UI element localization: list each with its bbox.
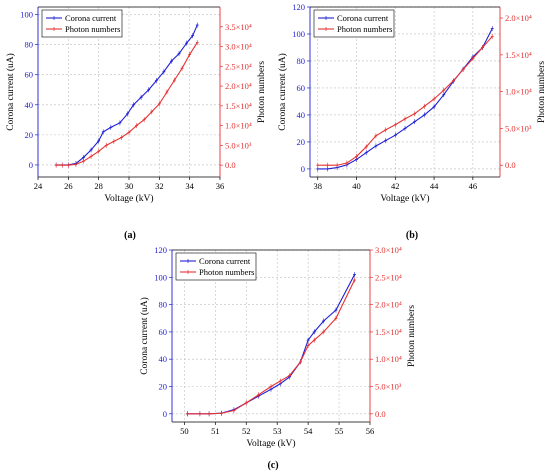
series-line-photon-numbers — [187, 279, 356, 415]
chart-b: 38 40 42 44 46 0 20 40 60 80 100 120 0.0 5.0×10³ 1.0×1… — [277, 2, 547, 241]
x-tick-label: 51 — [211, 426, 220, 436]
y2-tick-label: 5.0×10³ — [225, 140, 252, 150]
y-tick-label: 120 — [154, 245, 167, 255]
x-tick-label: 26 — [64, 181, 73, 191]
subfigure-caption: (b) — [406, 230, 418, 241]
y2-tick-label: 1.0×10⁴ — [375, 354, 402, 364]
y2-axis-label: Photon numbers — [537, 61, 547, 123]
legend-box — [41, 9, 123, 38]
x-tick-label: 34 — [185, 181, 194, 191]
x-tick-label: 44 — [430, 181, 439, 191]
x-tick-label: 30 — [125, 181, 134, 191]
y2-tick-label: 1.0×10⁴ — [505, 87, 532, 97]
x-tick-label: 56 — [366, 426, 375, 436]
y2-tick-label: 3.0×10⁴ — [225, 42, 252, 52]
x-tick-label: 53 — [273, 426, 282, 436]
y-tick-label: 40 — [25, 100, 34, 110]
y2-tick-label: 5.0×10³ — [505, 123, 532, 133]
series-line-photon-numbers — [317, 36, 493, 166]
series-line-corona-current — [317, 28, 493, 170]
y-tick-label: 80 — [25, 40, 34, 50]
y-tick-label: 20 — [297, 137, 306, 147]
y-tick-label: 80 — [297, 56, 306, 66]
y-tick-label: 40 — [297, 110, 306, 120]
y-tick-label: 60 — [297, 83, 306, 93]
y-axis-label: Corona current (uA) — [139, 297, 150, 375]
x-tick-label: 32 — [155, 181, 164, 191]
legend-box — [175, 252, 257, 281]
x-tick-label: 50 — [180, 426, 189, 436]
chart-c: 50 51 52 53 54 55 56 0 20 40 60 80 100 120 0.0 5.0×10³ 1… — [139, 245, 417, 471]
subfigure-caption: (c) — [267, 460, 278, 471]
y-tick-label: 0 — [29, 160, 33, 170]
y-axis-label: Corona current (uA) — [5, 53, 16, 131]
y-tick-label: 0 — [163, 409, 167, 419]
y2-tick-label: 1.5×10⁴ — [505, 50, 532, 60]
legend-label: Corona current — [199, 256, 251, 266]
y2-tick-label: 2.5×10⁴ — [225, 61, 252, 71]
x-tick-label: 28 — [94, 181, 103, 191]
legend-label: Photon numbers — [199, 267, 255, 277]
y2-tick-label: 3.5×10⁴ — [225, 22, 252, 32]
y-tick-label: 20 — [159, 382, 168, 392]
legend-box — [313, 9, 395, 38]
y-tick-label: 60 — [159, 327, 168, 337]
series-line-corona-current — [187, 274, 356, 415]
y-tick-label: 100 — [20, 10, 33, 20]
y-tick-label: 120 — [292, 2, 305, 12]
x-tick-label: 24 — [34, 181, 43, 191]
legend-label: Corona current — [337, 13, 389, 23]
x-axis-label: Voltage (kV) — [104, 193, 153, 204]
y2-tick-label: 2.5×10⁴ — [375, 272, 402, 282]
x-tick-label: 40 — [352, 181, 361, 191]
x-tick-label: 46 — [469, 181, 478, 191]
y2-tick-label: 0.0 — [505, 160, 516, 170]
y2-axis-label: Photon numbers — [407, 305, 417, 367]
y-tick-label: 40 — [159, 354, 168, 364]
x-tick-label: 52 — [242, 426, 251, 436]
y2-tick-label: 1.5×10⁴ — [375, 327, 402, 337]
y2-tick-label: 1.0×10⁴ — [225, 121, 252, 131]
y-tick-label: 100 — [154, 272, 167, 282]
y2-tick-label: 0.0 — [225, 160, 236, 170]
legend-label: Photon numbers — [65, 24, 121, 34]
x-axis-label: Voltage (kV) — [246, 438, 295, 449]
y2-tick-label: 2.0×10⁴ — [375, 300, 402, 310]
y2-axis-label: Photon numbers — [257, 61, 267, 123]
y-axis-label: Corona current (uA) — [277, 53, 288, 131]
legend-label: Corona current — [65, 13, 117, 23]
y2-tick-label: 3.0×10⁴ — [375, 245, 402, 255]
x-tick-label: 36 — [216, 181, 225, 191]
legend-label: Photon numbers — [337, 24, 393, 34]
y-tick-label: 100 — [292, 29, 305, 39]
y2-tick-label: 2.0×10⁴ — [505, 13, 532, 23]
x-tick-label: 42 — [391, 181, 400, 191]
y-tick-label: 0 — [301, 164, 305, 174]
y2-tick-label: 2.0×10⁴ — [225, 81, 252, 91]
subfigure-caption: (a) — [124, 230, 136, 241]
y-tick-label: 80 — [159, 300, 168, 310]
series-line-photon-numbers — [56, 42, 198, 166]
x-tick-label: 38 — [314, 181, 323, 191]
y-tick-label: 20 — [25, 130, 34, 140]
y-tick-label: 60 — [25, 70, 34, 80]
y2-tick-label: 5.0×10³ — [375, 382, 402, 392]
y2-tick-label: 1.5×10⁴ — [225, 101, 252, 111]
x-axis-label: Voltage (kV) — [380, 193, 429, 204]
series-line-corona-current — [56, 24, 198, 166]
chart-a: 24 26 28 30 32 34 36 0 20 40 60 80 100 0.0 5.0×10³ 1.0×… — [5, 6, 267, 241]
x-tick-label: 54 — [304, 426, 313, 436]
y2-tick-label: 0.0 — [375, 409, 386, 419]
x-tick-label: 55 — [335, 426, 344, 436]
